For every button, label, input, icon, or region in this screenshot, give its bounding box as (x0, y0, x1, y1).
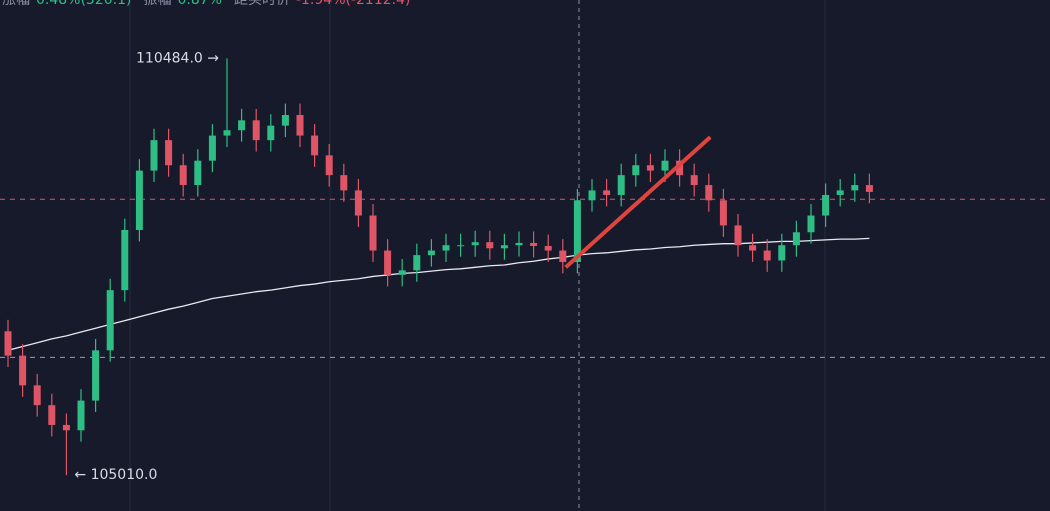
candle-body (33, 385, 41, 406)
candle-body (530, 242, 538, 246)
candle-body (369, 215, 377, 251)
candle-body (325, 155, 333, 176)
candle-body (719, 200, 727, 226)
candle-body (150, 140, 158, 171)
candle-body (354, 190, 362, 216)
candle-body (851, 185, 859, 191)
candle-body (705, 185, 713, 201)
candle-body (617, 175, 625, 195)
header-value: 0.48%(520.1) (36, 0, 131, 8)
price-annotation: 110484.0 → (136, 50, 219, 66)
candle-body (179, 165, 187, 186)
candle-body (92, 350, 100, 401)
candle-body (865, 185, 873, 192)
candle-body (252, 120, 260, 141)
header-label: 距买时价 (234, 0, 290, 8)
candle-body (690, 175, 698, 186)
header-label: 涨幅 (2, 0, 30, 8)
candle-body (792, 232, 800, 246)
candle-body (442, 245, 450, 251)
candle-body (384, 250, 392, 275)
candle-body (588, 190, 596, 201)
candle-body (632, 165, 640, 176)
candle-body (135, 170, 143, 230)
candle-body (48, 405, 56, 425)
candle-body (398, 270, 406, 275)
candle-body (19, 355, 27, 386)
candle-body (4, 331, 12, 356)
candle-body (340, 175, 348, 191)
candle-body (106, 290, 114, 351)
candle-body (807, 215, 815, 233)
candle-body (311, 135, 319, 156)
header: 涨幅 0.48%(520.1) 振幅 0.87% 距买时价 -1.94%(-2112.4) (2, 0, 410, 8)
candle-body (223, 130, 231, 136)
candle-body (573, 200, 581, 262)
candle-body (763, 250, 771, 261)
candle-body (427, 250, 435, 256)
candle-body (413, 255, 421, 271)
header-value: 0.87% (177, 0, 221, 8)
candle-body (121, 229, 129, 291)
candle-body (457, 245, 465, 247)
candle-body (544, 245, 552, 251)
candle-body (62, 424, 70, 431)
candle-body (603, 190, 611, 195)
candle-body (822, 194, 830, 216)
candle-body (500, 245, 508, 249)
candle-body (559, 250, 567, 262)
candle-body (836, 190, 844, 195)
trend-line (564, 135, 712, 269)
candle-body (734, 225, 742, 246)
candle-body (208, 135, 216, 161)
candle-body (194, 160, 202, 186)
candle-body (676, 160, 684, 176)
candle-body (238, 120, 246, 131)
candle-body (515, 242, 523, 246)
header-value: -1.94%(-2112.4) (296, 0, 411, 8)
header-label: 振幅 (143, 0, 171, 8)
candle-body (486, 242, 494, 249)
candle-body (646, 165, 654, 171)
candle-body (749, 245, 757, 251)
ma-line (7, 237, 870, 351)
candle-body (77, 400, 85, 431)
candle-body (661, 160, 669, 171)
candle-body (296, 114, 304, 136)
candle-body (778, 245, 786, 261)
price-annotation: ← 105010.0 (74, 467, 157, 483)
candle-body (267, 125, 275, 141)
candle-body (281, 114, 289, 126)
candle-body (165, 140, 173, 166)
candle-body (471, 242, 479, 246)
